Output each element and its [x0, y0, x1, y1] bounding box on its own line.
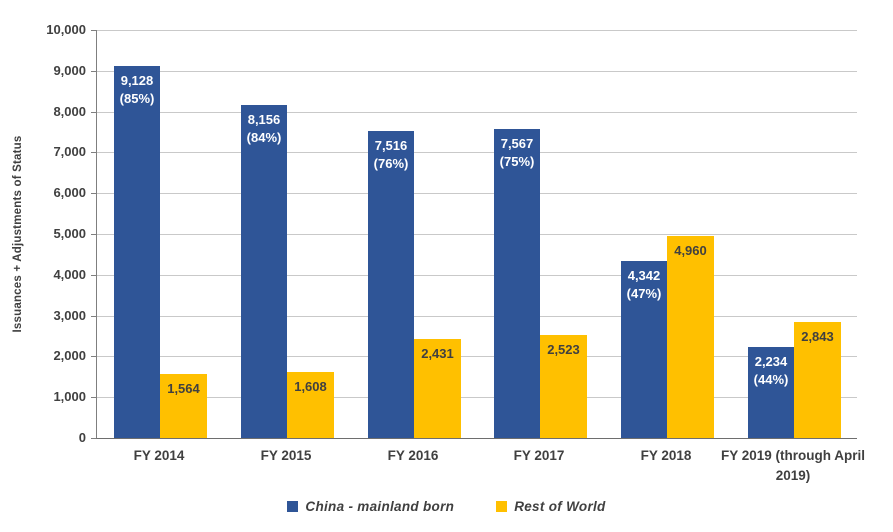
y-tick-label: 1,000: [53, 389, 86, 405]
y-tick-label: 2,000: [53, 348, 86, 364]
gridline: [97, 234, 857, 235]
y-tick-label: 5,000: [53, 226, 86, 241]
bar-rest-of-world-fy-2018: 4,960: [667, 236, 714, 438]
y-tick-mark: [91, 315, 96, 317]
bar-rest-of-world-fy-2019-through-april-2019: 2,843: [794, 322, 841, 438]
bar-value-label: 2,843: [801, 329, 834, 344]
y-tick-label: 6,000: [53, 185, 86, 201]
y-tick-label: 4,000: [53, 266, 86, 282]
plot-area: 9,128 (85%) 1,564 8,156 (84%) 1,608 7,516 (7…: [96, 30, 857, 439]
bar-china-mainland-born-fy-2018: 4,342 (47%): [621, 261, 667, 438]
legend-label: Rest of World: [514, 499, 606, 514]
y-tick-label: 9,000: [53, 62, 86, 78]
y-tick-label: 8,000: [53, 103, 86, 119]
gridline: [97, 152, 857, 154]
y-axis-title: Issuances + Adjustments of Status: [12, 135, 24, 333]
y-tick-mark: [91, 274, 96, 276]
bar-value-label: 7,567 (75%): [499, 136, 535, 169]
bar-value-label: 2,234 (44%): [753, 354, 789, 387]
bar-rest-of-world-fy-2017: 2,523: [540, 335, 587, 438]
bar-value-label: 9,128 (85%): [119, 73, 155, 106]
bar-china-mainland-born-fy-2016: 7,516 (76%): [368, 131, 414, 438]
y-tick-label: 10,000: [46, 22, 86, 37]
gridline: [97, 30, 857, 31]
x-tick-label-fy-2019-through-april-2019: FY 2019 (through April 2019): [720, 448, 866, 483]
legend-item-china-mainland-born: China - mainland born: [287, 499, 454, 514]
x-tick-label-fy-2017: FY 2017: [513, 448, 565, 463]
bar-value-label: 4,960: [674, 243, 707, 258]
x-tick-label-fy-2016: FY 2016: [387, 448, 439, 463]
bar-rest-of-world-fy-2014: 1,564: [160, 374, 207, 438]
gridline: [97, 356, 857, 358]
bar-value-label: 4,342 (47%): [626, 268, 662, 301]
bar-rest-of-world-fy-2016: 2,431: [414, 339, 461, 438]
bar-rest-of-world-fy-2015: 1,608: [287, 372, 334, 438]
bar-value-label: 2,523: [547, 342, 580, 357]
y-tick-mark: [91, 397, 96, 399]
legend-swatch-icon: [287, 501, 299, 512]
y-tick-mark: [91, 234, 96, 235]
gridline: [97, 397, 857, 399]
legend-label: China - mainland born: [305, 499, 455, 514]
y-tick-label: 7,000: [53, 144, 86, 160]
x-tick-label-fy-2014: FY 2014: [133, 448, 185, 463]
bar-china-mainland-born-fy-2014: 9,128 (85%): [114, 66, 160, 438]
legend: China - mainland born Rest of World: [0, 499, 893, 514]
bar-value-label: 7,516 (76%): [373, 138, 409, 171]
y-tick-mark: [91, 152, 96, 154]
bar-value-label: 2,431: [421, 346, 454, 361]
bar-china-mainland-born-fy-2019-through-april-2019: 2,234 (44%): [748, 347, 794, 438]
bar-china-mainland-born-fy-2017: 7,567 (75%): [494, 129, 540, 438]
gridline: [97, 274, 857, 276]
legend-swatch-icon: [496, 501, 508, 512]
bar-value-label: 1,564: [167, 381, 200, 396]
x-tick-label-fy-2018: FY 2018: [640, 448, 692, 463]
gridline: [97, 193, 857, 195]
legend-item-rest-of-world: Rest of World: [496, 499, 605, 514]
y-tick-label: 3,000: [53, 307, 86, 323]
bar-value-label: 8,156 (84%): [246, 112, 282, 145]
y-tick-mark: [91, 356, 96, 358]
gridline: [97, 315, 857, 317]
gridline: [97, 70, 857, 72]
y-tick-mark: [91, 193, 96, 195]
y-tick-label: 0: [78, 430, 86, 445]
gridline: [97, 111, 857, 113]
bar-china-mainland-born-fy-2015: 8,156 (84%): [241, 105, 287, 438]
bar-value-label: 1,608: [294, 379, 327, 394]
y-tick-mark: [91, 111, 96, 113]
y-tick-mark: [91, 30, 96, 31]
y-tick-mark: [91, 438, 96, 439]
y-tick-mark: [91, 70, 96, 72]
x-tick-label-fy-2015: FY 2015: [260, 448, 312, 463]
